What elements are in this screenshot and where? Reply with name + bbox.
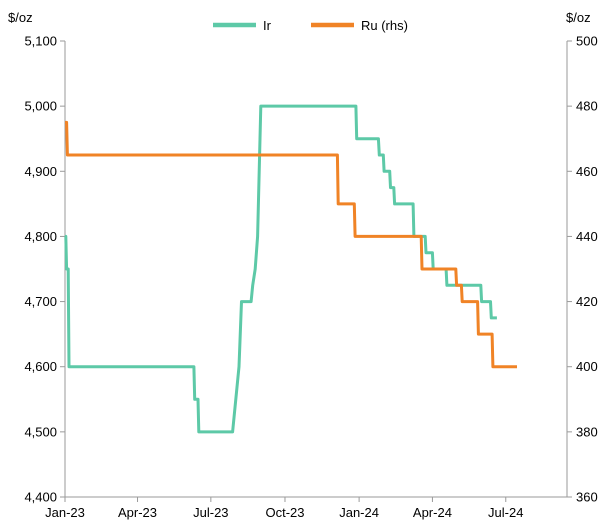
right-tick-label: 440 bbox=[576, 229, 598, 244]
right-tick-label: 500 bbox=[576, 34, 598, 49]
left-axis-unit-label: $/oz bbox=[8, 10, 33, 25]
left-tick-label: 4,600 bbox=[24, 359, 57, 374]
left-tick-label: 4,800 bbox=[24, 229, 57, 244]
x-tick-label: Jan-24 bbox=[339, 505, 379, 520]
legend: Ir Ru (rhs) bbox=[213, 18, 408, 33]
right-tick-label: 400 bbox=[576, 359, 598, 374]
x-tick-label: Jul-23 bbox=[193, 505, 228, 520]
series-line-ru bbox=[65, 120, 517, 369]
right-axis-ticks: 360 380 400 420 440 460 480 500 bbox=[567, 34, 598, 505]
series-layer bbox=[64, 104, 517, 434]
right-tick-label: 360 bbox=[576, 490, 598, 505]
left-tick-label: 4,900 bbox=[24, 164, 57, 179]
left-tick-label: 4,700 bbox=[24, 294, 57, 309]
right-tick-label: 380 bbox=[576, 424, 598, 439]
left-axis-ticks: 4,400 4,500 4,600 4,700 4,800 4,900 5,000 5,100 bbox=[24, 34, 65, 505]
right-tick-label: 480 bbox=[576, 99, 598, 114]
x-axis-ticks: Jan-23 Apr-23 Jul-23 Oct-23 Jan-24 Apr-24 Jul-… bbox=[45, 497, 523, 520]
left-tick-label: 4,400 bbox=[24, 490, 57, 505]
right-tick-label: 420 bbox=[576, 294, 598, 309]
x-tick-label: Apr-23 bbox=[118, 505, 157, 520]
right-tick-label: 460 bbox=[576, 164, 598, 179]
left-tick-label: 5,000 bbox=[24, 99, 57, 114]
x-tick-label: Apr-24 bbox=[413, 505, 452, 520]
x-tick-label: Jul-24 bbox=[488, 505, 523, 520]
legend-label-ir: Ir bbox=[263, 18, 272, 33]
x-tick-label: Oct-23 bbox=[265, 505, 304, 520]
left-tick-label: 4,500 bbox=[24, 424, 57, 439]
x-tick-label: Jan-23 bbox=[45, 505, 85, 520]
legend-label-ru: Ru (rhs) bbox=[361, 18, 408, 33]
right-axis-unit-label: $/oz bbox=[566, 10, 591, 25]
left-tick-label: 5,100 bbox=[24, 34, 57, 49]
